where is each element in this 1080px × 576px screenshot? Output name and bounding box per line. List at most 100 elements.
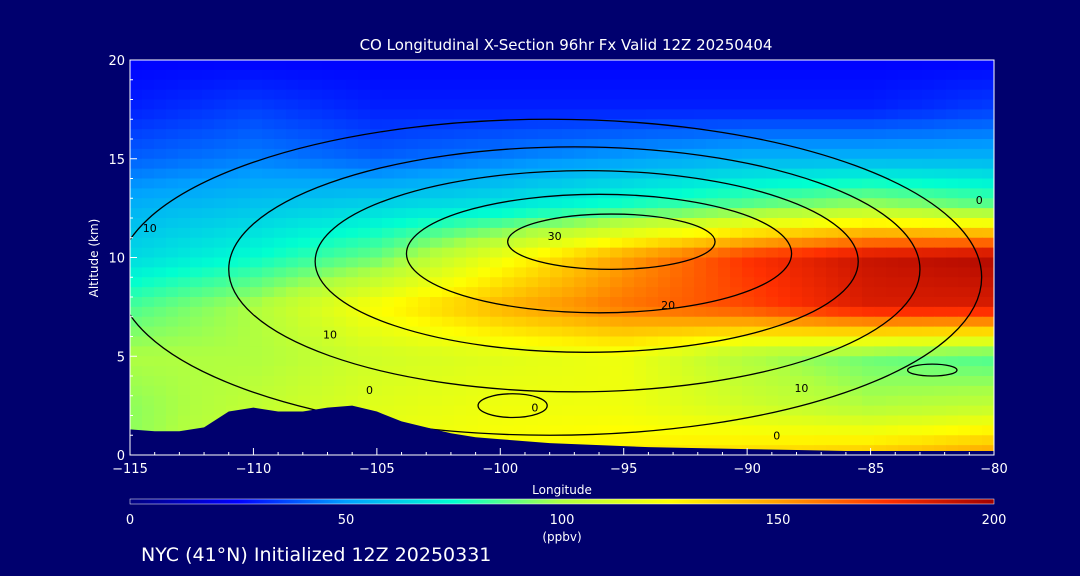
heat-cell <box>574 109 587 120</box>
heat-cell <box>682 356 695 367</box>
heat-cell <box>658 198 671 209</box>
heat-cell <box>850 227 863 239</box>
heat-cell <box>382 89 395 101</box>
heat-cell <box>838 415 851 426</box>
heat-cell <box>298 356 311 367</box>
heat-cell <box>466 415 479 426</box>
heat-cell <box>490 277 503 288</box>
heat-cell <box>466 395 479 407</box>
heat-cell <box>466 198 479 209</box>
heat-cell <box>670 208 683 219</box>
heat-cell <box>238 60 251 71</box>
heat-cell <box>250 267 263 278</box>
heat-cell <box>502 405 515 417</box>
heat-cell <box>634 79 647 91</box>
heat-cell <box>526 267 539 278</box>
heat-cell <box>598 139 611 150</box>
heat-cell <box>334 89 347 101</box>
heat-cell <box>598 227 611 239</box>
heat-cell <box>346 346 359 357</box>
heat-cell <box>334 306 347 318</box>
heat-cell <box>706 99 719 110</box>
heat-cell <box>262 129 275 140</box>
heat-cell <box>826 267 839 278</box>
heat-cell <box>754 158 767 170</box>
heat-cell <box>550 188 563 199</box>
heat-cell <box>718 297 731 308</box>
heat-cell <box>274 297 287 308</box>
heat-cell <box>850 69 863 81</box>
heat-cell <box>694 306 707 318</box>
heat-cell <box>754 60 767 71</box>
heat-cell <box>190 405 203 417</box>
heat-cell <box>298 119 311 130</box>
heat-cell <box>262 376 275 387</box>
heat-cell <box>802 60 815 71</box>
heat-cell <box>958 247 971 259</box>
heat-cell <box>526 168 539 180</box>
heat-cell <box>730 60 743 71</box>
heat-cell <box>190 158 203 170</box>
heat-cell <box>970 277 983 288</box>
heat-cell <box>538 425 551 436</box>
heat-cell <box>310 346 323 357</box>
heat-cell <box>454 208 467 219</box>
heat-cell <box>214 356 227 367</box>
heat-cell <box>730 218 743 229</box>
heat-cell <box>634 99 647 110</box>
heat-cell <box>802 277 815 288</box>
heat-cell <box>850 109 863 120</box>
heat-cell <box>682 69 695 81</box>
heat-cell <box>838 129 851 140</box>
heat-cell <box>886 139 899 150</box>
heat-cell <box>466 119 479 130</box>
heat-cell <box>862 188 875 199</box>
heat-cell <box>766 198 779 209</box>
heat-cell <box>394 99 407 110</box>
heat-cell <box>370 99 383 110</box>
heat-cell <box>190 277 203 288</box>
heat-cell <box>598 316 611 328</box>
heat-cell <box>718 267 731 278</box>
heat-cell <box>382 346 395 357</box>
heat-cell <box>538 356 551 367</box>
heat-cell <box>310 69 323 81</box>
heat-cell <box>814 336 827 347</box>
heat-cell <box>946 267 959 278</box>
heat-cell <box>418 237 431 249</box>
heat-cell <box>538 198 551 209</box>
heat-cell <box>754 129 767 140</box>
heat-cell <box>982 99 994 110</box>
heat-cell <box>862 425 875 436</box>
heat-cell <box>886 306 899 318</box>
heat-cell <box>406 415 419 426</box>
heat-cell <box>802 227 815 239</box>
heat-cell <box>838 198 851 209</box>
heat-cell <box>310 178 323 189</box>
heat-cell <box>862 277 875 288</box>
heat-cell <box>418 385 431 397</box>
heat-cell <box>718 188 731 199</box>
heat-cell <box>634 376 647 387</box>
heat-cell <box>874 445 887 455</box>
heat-cell <box>838 385 851 397</box>
heat-cell <box>658 277 671 288</box>
heat-cell <box>730 366 743 377</box>
heat-cell <box>718 247 731 259</box>
heat-cell <box>658 178 671 189</box>
heat-cell <box>838 435 851 446</box>
heat-cell <box>370 158 383 170</box>
heat-cell <box>178 297 191 308</box>
heat-cell <box>946 119 959 130</box>
heat-cell <box>526 178 539 189</box>
heat-cell <box>754 395 767 407</box>
heat-cell <box>178 208 191 219</box>
heat-cell <box>562 129 575 140</box>
heat-cell <box>898 316 911 328</box>
heat-cell <box>730 306 743 318</box>
heat-cell <box>610 208 623 219</box>
heat-cell <box>838 60 851 71</box>
heat-cell <box>238 178 251 189</box>
heat-cell <box>934 89 947 101</box>
heat-cell <box>874 139 887 150</box>
